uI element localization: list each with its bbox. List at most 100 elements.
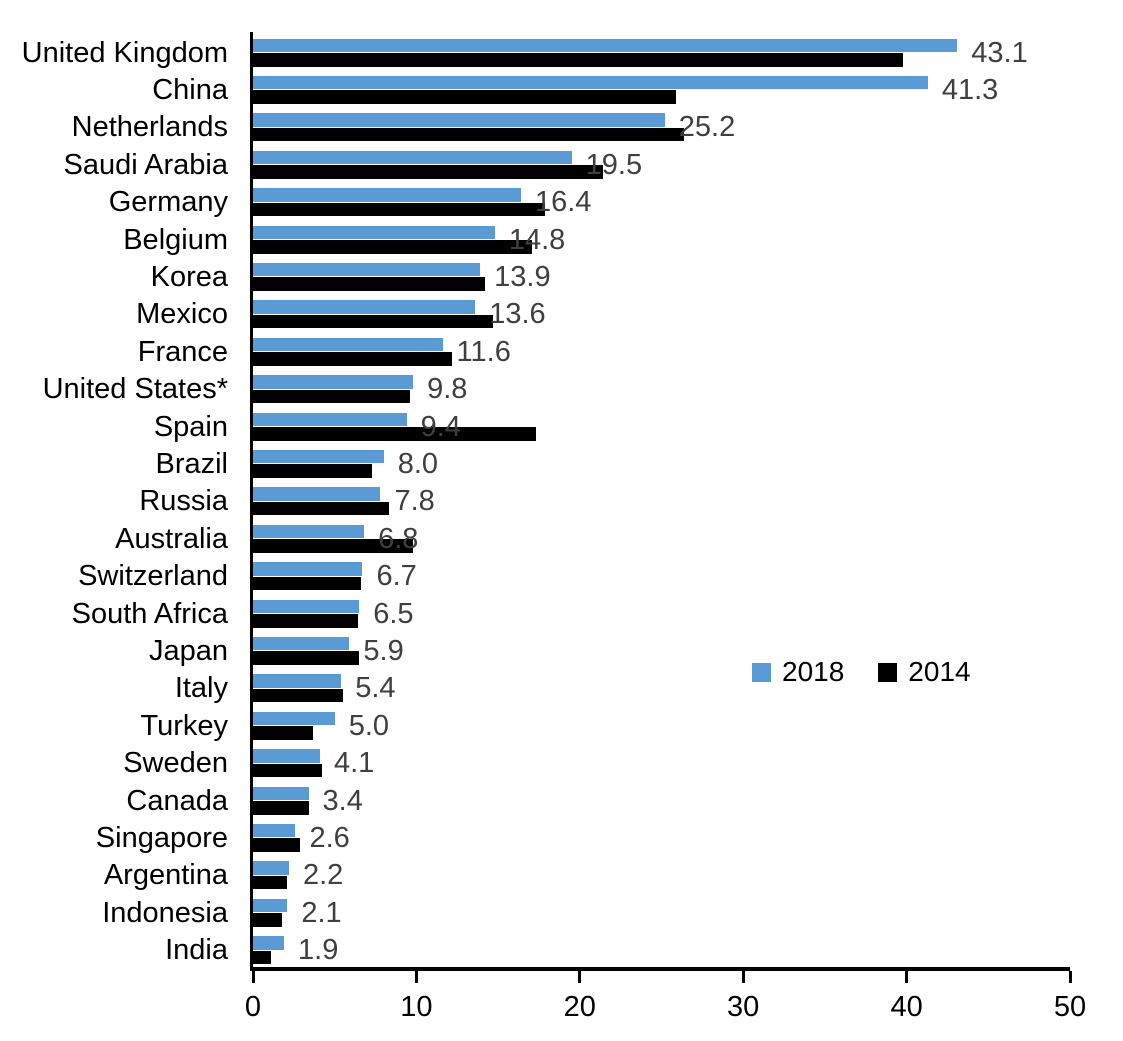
- x-axis-tick-label-10: 10: [400, 991, 433, 1023]
- bar-2014-sweden: [253, 763, 322, 778]
- bar-2018-sweden: [253, 749, 320, 763]
- value-label-russia: 7.8: [394, 485, 435, 518]
- value-label-south-africa: 6.5: [373, 597, 414, 630]
- category-label-spain: Spain: [153, 410, 228, 443]
- bar-2014-switzerland: [253, 576, 361, 591]
- bar-2014-china: [253, 90, 677, 104]
- x-axis-tick-10: [414, 971, 418, 983]
- bar-2018-belgium: [253, 225, 495, 239]
- bar-2014-saudi-arabia: [253, 165, 603, 179]
- bar-2018-germany: [253, 188, 521, 202]
- bar-2018-spain: [253, 412, 407, 426]
- value-label-japan: 5.9: [363, 634, 404, 667]
- bar-2014-russia: [253, 501, 389, 516]
- value-label-india: 1.9: [298, 934, 339, 967]
- x-axis-tick-20: [578, 971, 582, 983]
- category-label-france: France: [137, 335, 228, 368]
- category-label-india: India: [165, 934, 228, 967]
- category-label-brazil: Brazil: [155, 447, 228, 480]
- legend-swatch-2018: [752, 662, 771, 682]
- value-label-korea: 13.9: [494, 260, 551, 293]
- category-label-italy: Italy: [174, 672, 228, 705]
- bar-2018-united-states: [253, 375, 414, 389]
- bar-2018-china: [253, 75, 928, 90]
- bar-2014-india: [253, 950, 271, 965]
- x-axis-tick-label-30: 30: [727, 991, 760, 1023]
- category-label-argentina: Argentina: [103, 859, 228, 892]
- value-label-brazil: 8.0: [397, 447, 439, 480]
- category-label-russia: Russia: [139, 485, 228, 518]
- value-label-saudi-arabia: 19.5: [585, 148, 643, 181]
- bar-2018-france: [253, 337, 443, 352]
- bar-2014-united-states: [253, 389, 410, 404]
- bar-2014-japan: [253, 651, 360, 665]
- value-label-sweden: 4.1: [333, 747, 375, 780]
- category-label-netherlands: Netherlands: [71, 111, 228, 144]
- bar-2014-united-kingdom: [253, 53, 904, 67]
- category-label-japan: Japan: [148, 634, 228, 667]
- legend: 2018 2014: [752, 656, 971, 688]
- bar-2014-turkey: [253, 726, 314, 740]
- category-label-saudi-arabia: Saudi Arabia: [63, 148, 228, 181]
- x-axis-tick-label-20: 20: [563, 991, 596, 1023]
- bar-2018-saudi-arabia: [253, 150, 572, 165]
- legend-swatch-2014: [878, 662, 898, 682]
- x-axis-tick-40: [905, 971, 909, 983]
- value-label-united-states: 9.8: [427, 373, 468, 406]
- bar-2014-south-africa: [253, 614, 358, 628]
- bar-2014-argentina: [253, 875, 288, 890]
- bar-2014-canada: [253, 801, 309, 815]
- category-label-australia: Australia: [115, 522, 228, 555]
- value-label-italy: 5.4: [355, 672, 396, 705]
- bar-2014-spain: [253, 427, 536, 441]
- value-label-mexico: 13.6: [489, 298, 546, 331]
- bar-2018-south-africa: [253, 599, 360, 613]
- category-label-belgium: Belgium: [123, 223, 228, 256]
- bar-2014-netherlands: [253, 127, 685, 142]
- bar-2018-canada: [253, 786, 309, 800]
- category-label-united-kingdom: United Kingdom: [21, 36, 228, 69]
- bar-2014-belgium: [253, 240, 533, 254]
- bar-2014-singapore: [253, 838, 301, 852]
- category-label-mexico: Mexico: [136, 298, 228, 331]
- category-label-germany: Germany: [108, 186, 228, 219]
- value-label-netherlands: 25.2: [678, 111, 736, 144]
- bar-2018-brazil: [253, 449, 384, 464]
- bar-2014-germany: [253, 202, 546, 217]
- x-axis-tick-0: [251, 971, 255, 983]
- bar-2018-australia: [253, 524, 365, 539]
- category-label-canada: Canada: [126, 784, 228, 817]
- bar-2014-brazil: [253, 464, 373, 478]
- legend-label-2014: 2014: [908, 656, 971, 687]
- value-label-united-kingdom: 43.1: [971, 36, 1028, 69]
- category-label-indonesia: Indonesia: [102, 896, 228, 929]
- bar-2018-argentina: [253, 861, 289, 875]
- category-label-south-africa: South Africa: [71, 597, 228, 630]
- value-label-indonesia: 2.1: [301, 896, 342, 929]
- category-label-china: China: [152, 73, 228, 106]
- bar-2018-russia: [253, 487, 381, 501]
- bar-2018-singapore: [253, 823, 296, 838]
- category-label-singapore: Singapore: [95, 821, 228, 854]
- bar-2018-turkey: [253, 711, 335, 726]
- value-label-singapore: 2.6: [309, 821, 350, 854]
- bar-2018-united-kingdom: [253, 38, 958, 52]
- x-axis-tick-label-50: 50: [1053, 991, 1087, 1023]
- category-label-turkey: Turkey: [140, 709, 228, 742]
- bar-2018-mexico: [253, 300, 476, 314]
- bar-2018-korea: [253, 262, 481, 277]
- value-label-switzerland: 6.7: [376, 560, 417, 593]
- bar-2014-indonesia: [253, 913, 283, 927]
- value-label-turkey: 5.0: [348, 709, 390, 742]
- bar-2014-korea: [253, 277, 486, 291]
- value-label-belgium: 14.8: [508, 223, 566, 256]
- bar-2014-france: [253, 352, 453, 366]
- value-label-france: 11.6: [456, 335, 511, 368]
- plot-area: [250, 32, 1070, 971]
- bar-2014-mexico: [253, 314, 494, 329]
- bar-2018-india: [253, 936, 285, 950]
- legend-item-2014: 2014: [878, 656, 971, 688]
- bar-2018-italy: [253, 674, 342, 688]
- category-label-switzerland: Switzerland: [78, 560, 228, 593]
